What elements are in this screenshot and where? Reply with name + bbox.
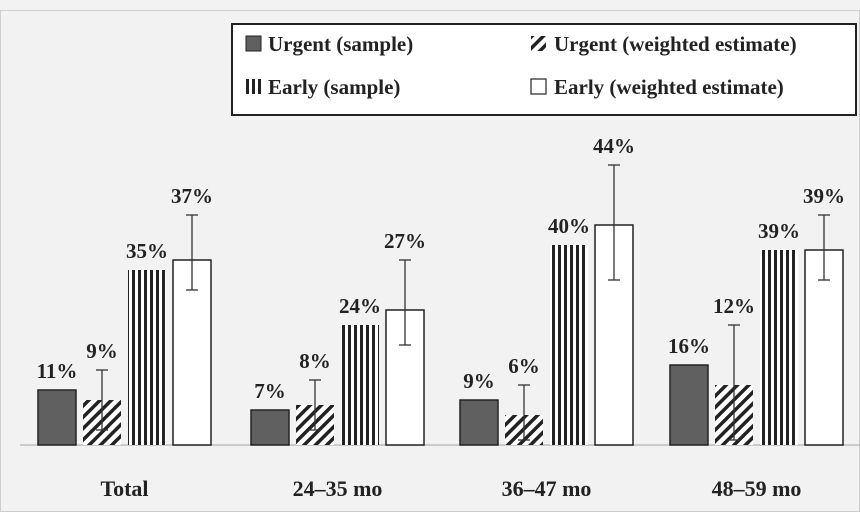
bar-early-sample-24-35-mo [341, 325, 379, 445]
error-bar-early-weighted-estimate-48-59-mo [818, 214, 830, 281]
x-tick-label-24-35-mo: 24–35 mo [293, 476, 383, 501]
value-label-urgent-sample-24-35-mo: 7% [254, 379, 286, 403]
x-tick-labels-layer: Total 24–35 mo 36–47 mo 48–59 mo [100, 476, 801, 501]
value-label-early-sample-48-59-mo: 39% [758, 219, 800, 243]
legend-swatch-early-sample [246, 79, 261, 94]
error-bar-early-weighted-estimate-24-35-mo [399, 259, 411, 346]
value-label-early-weighted-estimate-24-35-mo: 27% [384, 229, 426, 253]
bar-urgent-sample-total [37, 389, 77, 446]
error-bar-urgent-weighted-estimate-48-59-mo [728, 324, 740, 441]
error-bar-urgent-weighted-estimate-36-47-mo [518, 384, 530, 441]
error-bars-layer [96, 164, 830, 441]
legend-item-early-weighted: Early (weighted estimate) [530, 75, 784, 99]
bar-early-sample-total [128, 270, 166, 445]
legend-item-urgent-sample: Urgent (sample) [245, 32, 413, 56]
value-label-early-sample-36-47-mo: 40% [548, 214, 590, 238]
legend-swatch-urgent-weighted [531, 36, 546, 51]
legend-label-urgent-sample: Urgent (sample) [268, 32, 413, 56]
value-label-urgent-weighted-estimate-total: 9% [86, 339, 118, 363]
value-label-early-weighted-estimate-total: 37% [171, 184, 213, 208]
error-bar-early-weighted-estimate-36-47-mo [608, 164, 620, 281]
legend-label-early-weighted: Early (weighted estimate) [554, 75, 784, 99]
error-bar-urgent-weighted-estimate-total [96, 369, 108, 431]
bar-urgent-sample-48-59-mo [669, 364, 709, 446]
legend-label-early-sample: Early (sample) [268, 75, 400, 99]
value-label-urgent-weighted-estimate-24-35-mo: 8% [299, 349, 331, 373]
x-tick-label-36-47-mo: 36–47 mo [502, 476, 592, 501]
value-label-early-sample-total: 35% [126, 239, 168, 263]
x-tick-label-48-59-mo: 48–59 mo [712, 476, 802, 501]
legend: Urgent (sample) Urgent (weighted estimat… [231, 23, 857, 116]
value-label-urgent-sample-36-47-mo: 9% [463, 369, 495, 393]
value-label-urgent-weighted-estimate-48-59-mo: 12% [713, 294, 755, 318]
legend-swatch-urgent-sample [245, 35, 262, 52]
legend-item-urgent-weighted: Urgent (weighted estimate) [531, 32, 797, 56]
legend-item-early-sample: Early (sample) [246, 75, 400, 99]
error-bar-urgent-weighted-estimate-24-35-mo [309, 379, 321, 431]
x-tick-label-total: Total [100, 476, 148, 501]
legend-label-urgent-weighted: Urgent (weighted estimate) [554, 32, 797, 56]
value-label-early-weighted-estimate-36-47-mo: 44% [593, 134, 635, 158]
value-label-early-sample-24-35-mo: 24% [339, 294, 381, 318]
error-bar-early-weighted-estimate-total [186, 214, 198, 291]
bar-early-weighted-estimate-total [172, 259, 212, 446]
bar-early-sample-48-59-mo [760, 250, 798, 445]
value-label-urgent-sample-total: 11% [37, 359, 78, 383]
legend-swatch-early-weighted [530, 78, 547, 95]
value-labels-layer: 11% 9% 35% 37% 7% 8% 24% 27% 9% 6% 40% 44% 16%12% 39%… [37, 134, 845, 403]
value-label-urgent-weighted-estimate-36-47-mo: 6% [508, 354, 540, 378]
value-label-early-weighted-estimate-48-59-mo: 39% [803, 184, 845, 208]
bar-urgent-sample-24-35-mo [250, 409, 290, 446]
value-label-urgent-sample-48-59-mo: 16% [668, 334, 710, 358]
bar-early-sample-36-47-mo [550, 245, 588, 445]
bar-urgent-sample-36-47-mo [459, 399, 499, 446]
